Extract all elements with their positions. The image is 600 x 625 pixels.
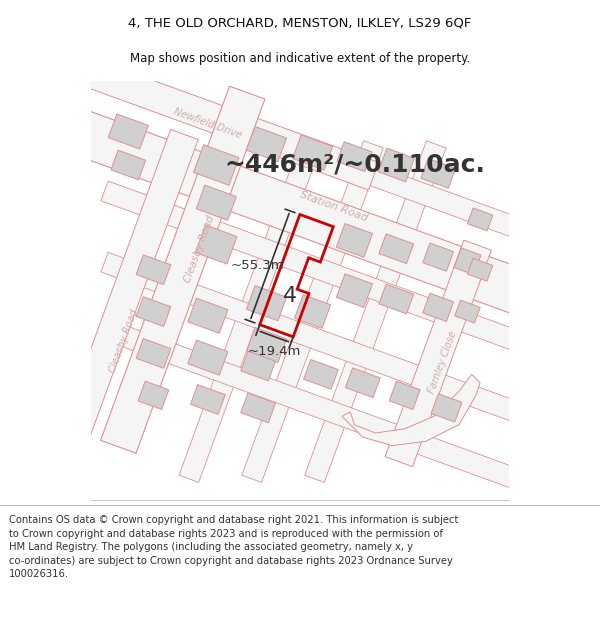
Polygon shape	[188, 298, 228, 333]
Polygon shape	[101, 319, 541, 496]
Text: 4, THE OLD ORCHARD, MENSTON, ILKLEY, LS29 6QF: 4, THE OLD ORCHARD, MENSTON, ILKLEY, LS2…	[128, 16, 472, 29]
Polygon shape	[74, 111, 542, 319]
Polygon shape	[42, 129, 198, 494]
Polygon shape	[241, 393, 275, 422]
Text: Farnley Close: Farnley Close	[427, 329, 458, 394]
Polygon shape	[467, 208, 493, 231]
Polygon shape	[101, 253, 541, 429]
Polygon shape	[247, 126, 287, 162]
Polygon shape	[337, 142, 372, 171]
Text: ~446m²/~0.110ac.: ~446m²/~0.110ac.	[224, 153, 485, 177]
Polygon shape	[247, 286, 287, 321]
Polygon shape	[138, 381, 169, 409]
Polygon shape	[293, 135, 332, 170]
Polygon shape	[379, 284, 413, 314]
Polygon shape	[455, 300, 480, 323]
Polygon shape	[304, 359, 338, 389]
Polygon shape	[454, 248, 481, 275]
Polygon shape	[241, 351, 275, 381]
Polygon shape	[423, 293, 454, 321]
Polygon shape	[136, 339, 171, 368]
Polygon shape	[423, 243, 454, 271]
Polygon shape	[54, 48, 379, 190]
Polygon shape	[295, 295, 331, 328]
Text: Station Road: Station Road	[298, 190, 369, 224]
Polygon shape	[389, 381, 420, 409]
Polygon shape	[385, 240, 491, 467]
Polygon shape	[191, 384, 225, 414]
Polygon shape	[337, 274, 373, 308]
Polygon shape	[431, 394, 462, 422]
Polygon shape	[342, 374, 480, 446]
Text: Contains OS data © Crown copyright and database right 2021. This information is : Contains OS data © Crown copyright and d…	[9, 515, 458, 579]
Polygon shape	[101, 68, 541, 245]
Polygon shape	[101, 181, 541, 358]
Polygon shape	[337, 224, 373, 258]
Polygon shape	[101, 86, 265, 453]
Polygon shape	[136, 255, 171, 284]
Polygon shape	[194, 145, 239, 185]
Polygon shape	[378, 148, 415, 182]
Text: Cleasby Road: Cleasby Road	[108, 308, 140, 374]
Polygon shape	[179, 141, 320, 482]
Polygon shape	[421, 159, 455, 188]
Polygon shape	[242, 141, 383, 482]
Polygon shape	[188, 340, 228, 375]
Text: Cleasby Road: Cleasby Road	[182, 214, 217, 284]
Polygon shape	[196, 225, 237, 264]
Text: 4: 4	[283, 286, 298, 306]
Text: Map shows position and indicative extent of the property.: Map shows position and indicative extent…	[130, 52, 470, 65]
Polygon shape	[111, 150, 146, 180]
Polygon shape	[247, 328, 287, 362]
Text: ~55.3m: ~55.3m	[230, 259, 284, 272]
Polygon shape	[379, 234, 413, 264]
Polygon shape	[136, 297, 171, 326]
Polygon shape	[108, 114, 148, 149]
Text: Newfield Drive: Newfield Drive	[173, 106, 243, 140]
Text: ~19.4m: ~19.4m	[248, 345, 301, 358]
Polygon shape	[305, 141, 446, 482]
Polygon shape	[196, 185, 236, 220]
Polygon shape	[346, 368, 380, 398]
Polygon shape	[467, 258, 493, 281]
